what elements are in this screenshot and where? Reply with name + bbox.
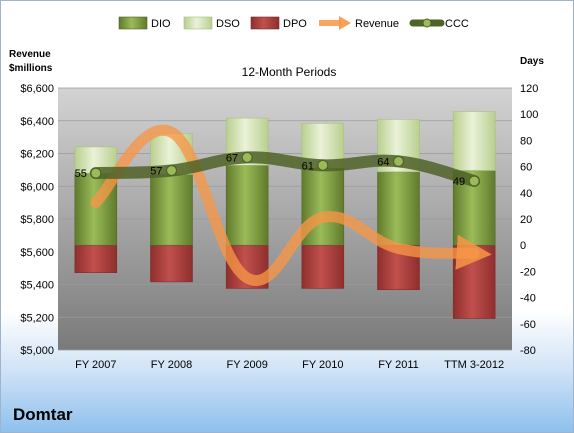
x-axis-tick-label: FY 2010: [302, 359, 343, 371]
bar-dpo: [301, 244, 345, 289]
x-axis-tick-label: FY 2009: [226, 359, 267, 371]
revenue-line: [90, 124, 492, 286]
ccc-data-label: 57: [150, 166, 162, 178]
legend: DIO DSO DPO Revenue CCC: [118, 16, 469, 30]
ccc-point: [468, 175, 480, 187]
legend-swatch-dpo: [250, 16, 280, 30]
legend-label-dpo: DPO: [283, 18, 307, 30]
axes: $5,000 $5,200 $5,400 $5,600 $5,800 $6,000 $6,2…: [20, 83, 538, 371]
right-axis-tick-label: -40: [520, 293, 536, 305]
right-axis-tick-label: -80: [520, 345, 536, 357]
ccc-data-label: 61: [302, 160, 314, 172]
legend-ccc-marker: [422, 18, 432, 28]
x-axis-tick-label: FY 2011: [378, 359, 419, 371]
ccc-line: [89, 151, 481, 187]
left-axis-label-line2: $millions: [9, 63, 53, 74]
ccc-data-label: 49: [453, 176, 465, 188]
x-axis-tick-label: FY 2008: [151, 359, 192, 371]
bar-dpo: [74, 244, 118, 273]
ccc-point: [317, 159, 329, 171]
right-axis-tick-label: 60: [520, 162, 532, 174]
legend-swatch-dio: [118, 16, 148, 30]
right-axis-tick-label: 80: [520, 135, 532, 147]
right-axis-label: Days: [520, 56, 544, 67]
left-axis-label-line1: Revenue: [9, 49, 51, 60]
ccc-point: [241, 151, 253, 164]
left-axis-tick-label: $5,000: [20, 345, 54, 357]
left-axis-tick-label: $6,200: [20, 149, 54, 161]
right-axis-tick-label: 120: [520, 83, 538, 95]
ccc-point: [392, 155, 405, 167]
bar-dpo: [150, 244, 193, 283]
right-axis-tick-label: 0: [520, 240, 526, 252]
legend-label-ccc: CCC: [445, 18, 469, 30]
ccc-point: [90, 167, 102, 179]
right-axis-tick-label: -60: [520, 319, 536, 331]
ccc-data-label: 64: [377, 156, 389, 168]
legend-label-revenue: Revenue: [355, 18, 399, 30]
left-axis-tick-label: $6,600: [20, 83, 54, 95]
gridlines: [58, 87, 512, 351]
bar-dio: [150, 174, 193, 246]
ccc-point: [165, 164, 178, 177]
left-axis-tick-label: $5,400: [20, 280, 54, 292]
left-axis-tick-label: $6,400: [20, 116, 54, 128]
ccc-data-label: 67: [226, 152, 238, 164]
left-axis-tick-label: $5,800: [20, 214, 54, 226]
legend-swatch-dso: [183, 16, 213, 30]
right-axis-tick-label: 20: [520, 214, 532, 226]
series-lines: 55 57 67 61 64 49: [75, 124, 492, 286]
ccc-data-label: 55: [75, 168, 87, 180]
bar-dso: [452, 111, 496, 171]
chart-title: 12-Month Periods: [242, 65, 337, 79]
x-axis-tick-label: TTM 3-2012: [444, 359, 504, 371]
x-axis-tick-label: FY 2007: [75, 359, 116, 371]
legend-label-dso: DSO: [216, 18, 240, 30]
bar-dio: [377, 171, 420, 246]
right-axis-tick-label: -20: [520, 266, 536, 278]
left-axis-tick-label: $6,000: [20, 181, 54, 193]
left-axis-tick-label: $5,600: [20, 247, 54, 259]
left-axis-tick-label: $5,200: [20, 312, 54, 324]
legend-label-dio: DIO: [151, 18, 171, 30]
right-axis-tick-label: 40: [520, 188, 532, 200]
company-name: Domtar: [13, 405, 73, 424]
bar-dio: [225, 165, 269, 246]
legend-arrowhead: [339, 16, 351, 30]
right-axis-tick-label: 100: [520, 109, 538, 121]
